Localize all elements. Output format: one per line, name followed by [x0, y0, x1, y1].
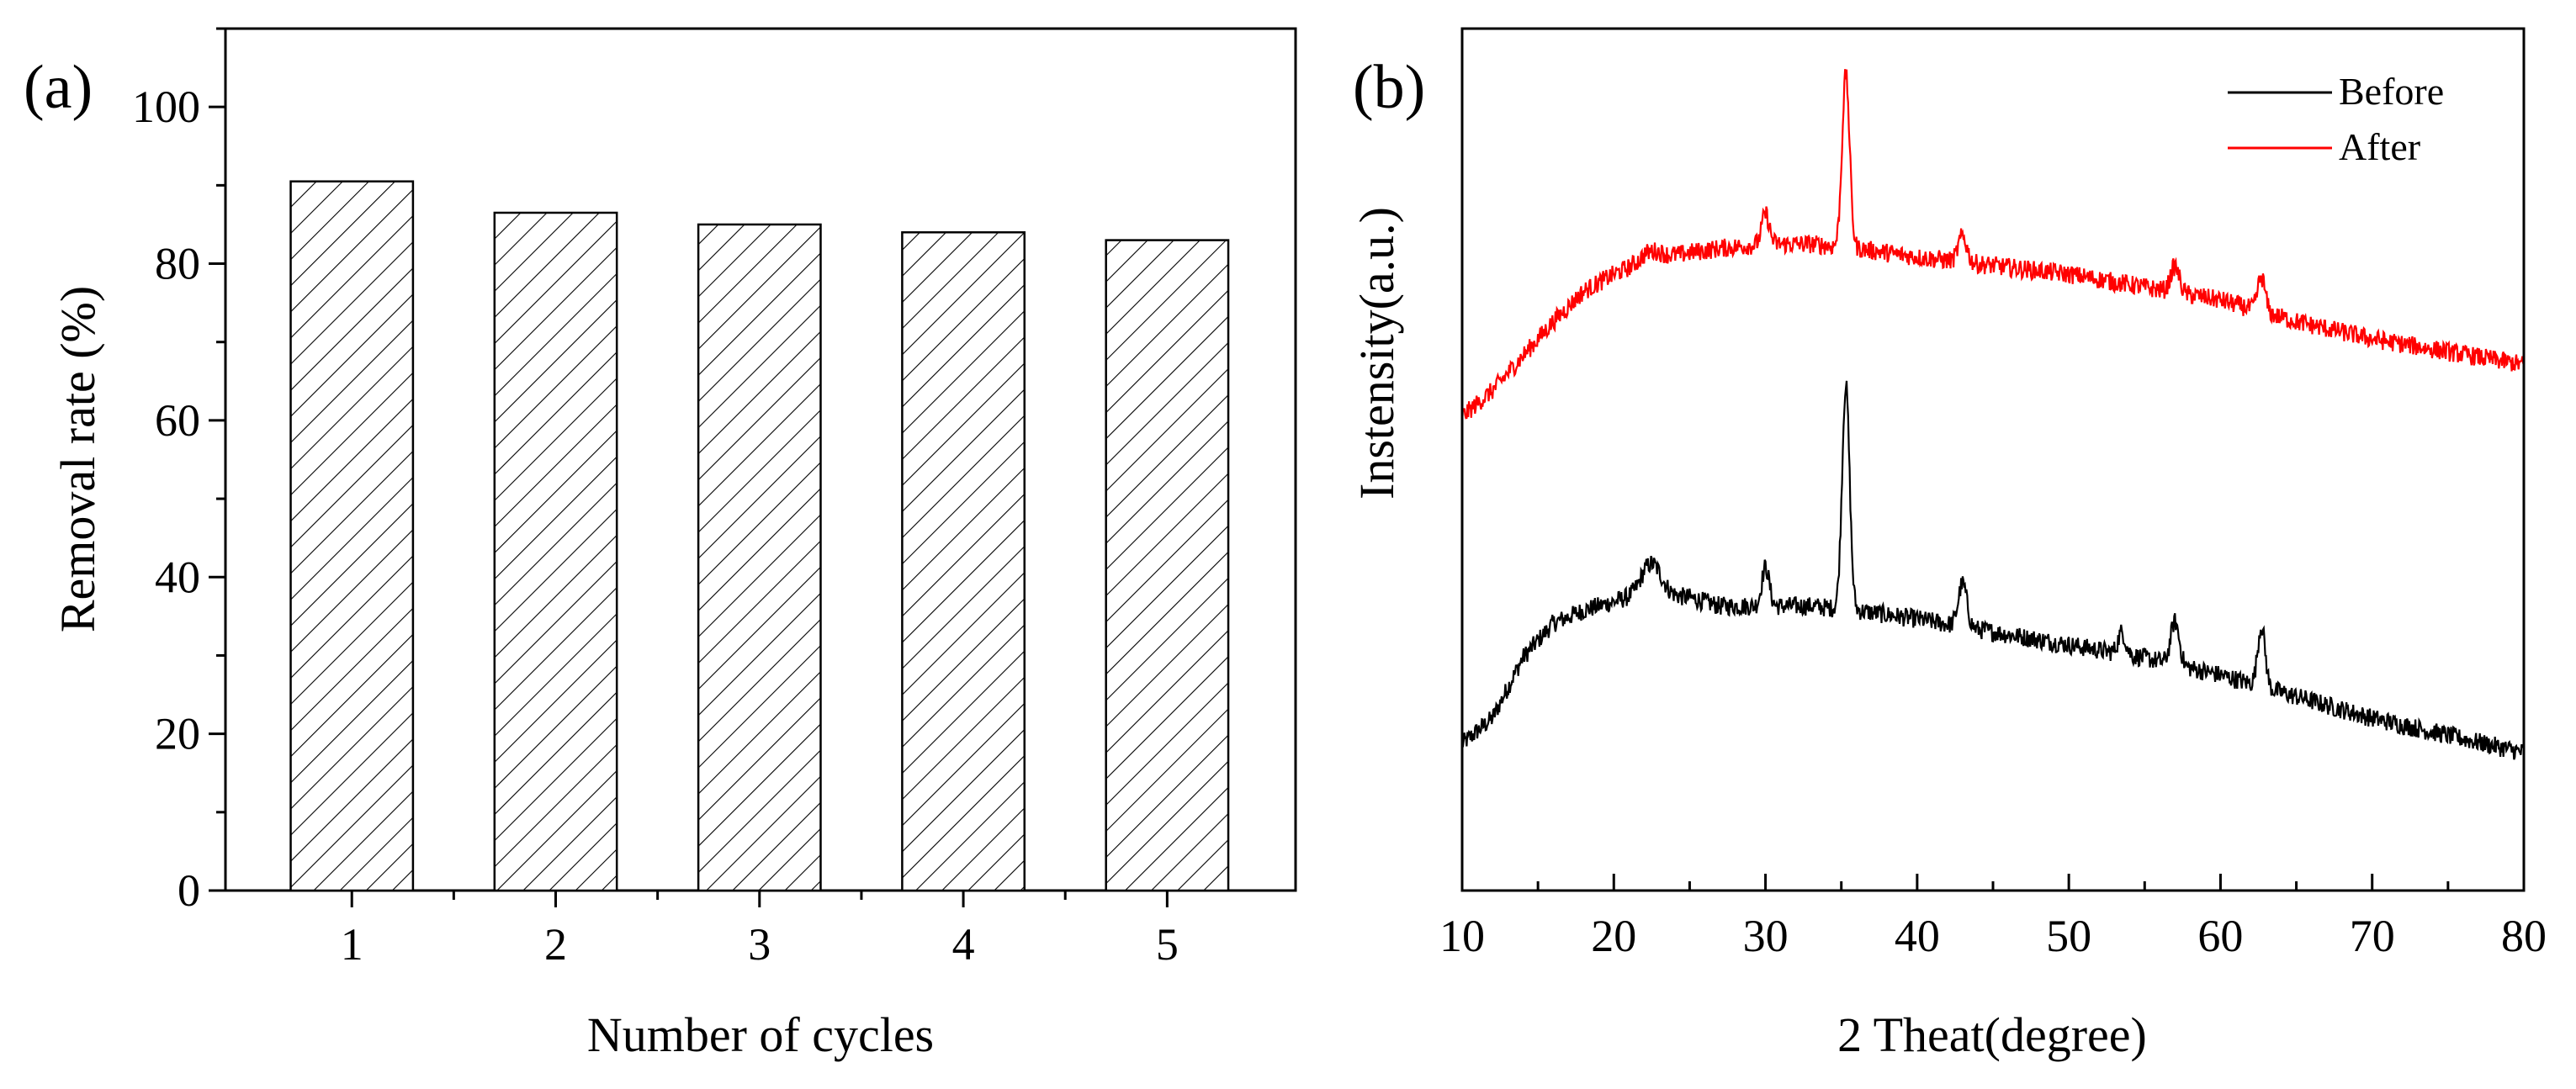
y-tick-label: 80 — [155, 239, 200, 289]
x-tick-label: 3 — [748, 919, 771, 970]
panel-a-y-axis-label: Removal rate (%) — [50, 286, 105, 632]
y-tick-label: 100 — [132, 82, 200, 132]
x-tick-label: 80 — [2501, 911, 2547, 961]
x-tick-label: 2 — [544, 919, 567, 970]
panel-b-xrd-chart: (b) 10 20 30 40 50 60 70 80 Before After 2 Thea… — [1349, 27, 2547, 1062]
legend-label-before: Before — [2339, 70, 2444, 113]
panel-b-x-axis-label: 2 Theat(degree) — [1837, 1007, 2147, 1062]
x-tick-label: 70 — [2350, 911, 2395, 961]
bar-cycle-1 — [289, 180, 415, 892]
y-tick-label: 0 — [178, 865, 200, 916]
x-tick-label: 1 — [341, 919, 363, 970]
x-tick-label: 4 — [952, 919, 975, 970]
bar-cycle-5 — [1105, 239, 1230, 892]
y-tick-label: 60 — [155, 395, 200, 446]
panel-b-legend: Before After — [2228, 70, 2444, 168]
series-line-after — [1460, 69, 2526, 420]
x-tick-label: 5 — [1156, 919, 1179, 970]
y-tick-label: 20 — [155, 709, 200, 759]
y-tick-label: 40 — [155, 552, 200, 602]
bar-cycle-4 — [901, 231, 1026, 892]
x-tick-label: 20 — [1591, 911, 1636, 961]
legend-label-after: After — [2339, 125, 2420, 168]
x-tick-label: 40 — [1895, 911, 1940, 961]
bar-cycle-2 — [493, 211, 618, 892]
panel-a-label: (a) — [24, 53, 93, 122]
x-tick-label: 50 — [2046, 911, 2091, 961]
x-tick-label: 60 — [2197, 911, 2243, 961]
x-tick-label: 30 — [1743, 911, 1789, 961]
panel-a-x-axis-label: Number of cycles — [587, 1007, 934, 1062]
x-tick-label: 10 — [1439, 911, 1485, 961]
series-line-before — [1460, 380, 2525, 760]
bar-cycle-3 — [697, 223, 822, 892]
panel-b-y-axis-label: Instensity(a.u.) — [1349, 207, 1404, 500]
panel-b-label: (b) — [1353, 53, 1425, 122]
